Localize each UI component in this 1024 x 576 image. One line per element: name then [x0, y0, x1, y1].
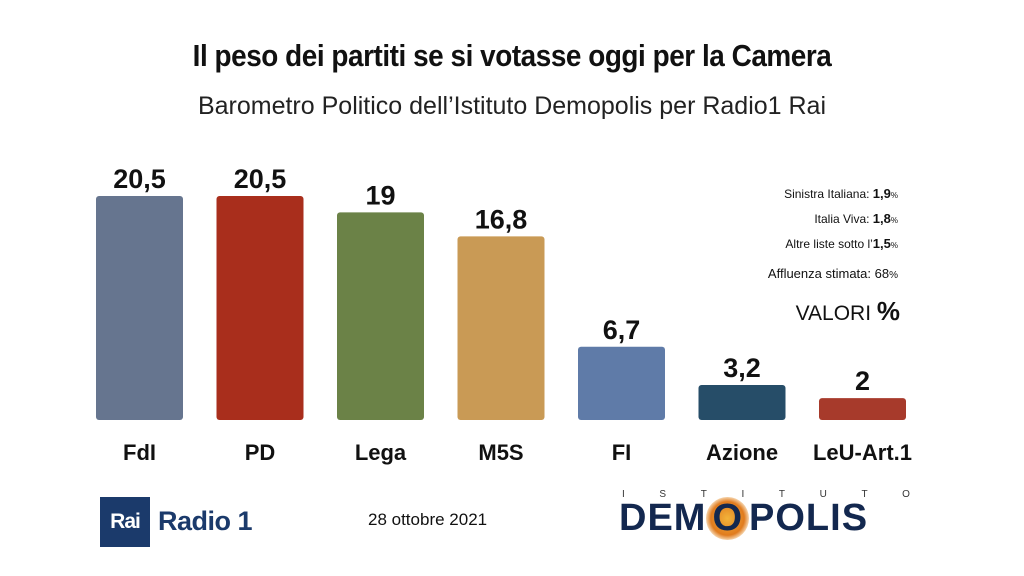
category-label: LeU-Art.1	[813, 440, 912, 465]
category-label: M5S	[478, 440, 523, 465]
bar-fdi	[96, 196, 183, 420]
bar-m5s	[457, 236, 545, 420]
demopolis-logo: DEM O POLIS	[619, 497, 869, 540]
category-label: PD	[245, 440, 276, 465]
bar-lega	[337, 212, 424, 420]
minor-parties-notes: Sinistra Italiana: 1,9% Italia Viva: 1,8…	[768, 182, 898, 287]
bar-azione	[698, 385, 786, 420]
rai-logo: Rai	[100, 497, 150, 547]
values-unit-label: VALORI %	[795, 296, 900, 326]
category-label: FI	[612, 440, 632, 465]
category-label: Lega	[355, 440, 407, 465]
value-label: 2	[855, 366, 870, 396]
category-label: FdI	[123, 440, 156, 465]
category-label: Azione	[706, 440, 778, 465]
value-label: 16,8	[475, 204, 528, 234]
radio1-logo: Radio 1	[158, 506, 253, 536]
bar-leu-art-1	[819, 398, 906, 420]
value-label: 3,2	[723, 353, 761, 383]
note-sinistra-italiana: Sinistra Italiana: 1,9%	[784, 186, 898, 201]
bar-pd	[216, 196, 304, 420]
bar-fi	[578, 346, 665, 420]
chart-title: Il peso dei partiti se si votasse oggi p…	[192, 38, 832, 73]
note-altre-liste: Altre liste sotto l’1,5%	[785, 236, 898, 251]
value-label: 19	[365, 180, 395, 210]
value-label: 20,5	[234, 164, 287, 194]
value-label: 6,7	[603, 315, 641, 345]
note-affluenza: Affluenza stimata: 68%	[767, 266, 898, 281]
value-label: 20,5	[113, 164, 166, 194]
chart-subtitle: Barometro Politico dell’Istituto Demopol…	[197, 92, 827, 120]
demopolis-logo-o: O	[706, 497, 750, 540]
note-italia-viva: Italia Viva: 1,8%	[814, 211, 898, 226]
survey-date: 28 ottobre 2021	[368, 510, 488, 529]
